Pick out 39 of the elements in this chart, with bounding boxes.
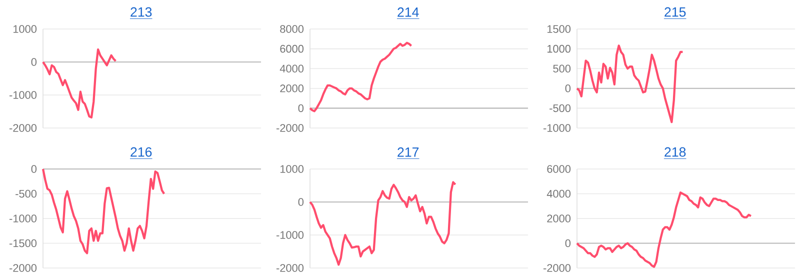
y-tick-label: -1500	[9, 239, 37, 248]
y-tick-label: -2000	[276, 264, 304, 272]
y-tick-label: 1000	[280, 165, 304, 173]
y-tick-label: -1000	[543, 124, 571, 132]
y-tick-label: 4000	[546, 190, 571, 198]
line-series	[308, 42, 412, 112]
chart-title: 216	[130, 147, 152, 157]
y-tick-label: 0	[565, 84, 571, 92]
y-tick-label: 6000	[547, 165, 571, 173]
chart-title: 213	[130, 7, 152, 17]
y-tick-label: -500	[16, 190, 37, 198]
y-tick-label: 1000	[547, 44, 571, 53]
y-tick-label: -1000	[9, 91, 37, 99]
y-tick-label: 500	[553, 64, 571, 72]
y-tick-label: -1000	[9, 214, 37, 222]
y-tick-label: 0	[298, 104, 304, 112]
chart-title: 215	[664, 7, 686, 17]
y-tick-label: -2000	[543, 264, 571, 272]
chart-title: 217	[398, 147, 419, 157]
y-tick-label: -2000	[9, 124, 37, 132]
line-series	[42, 168, 166, 254]
y-tick-label: 4000	[280, 64, 304, 72]
y-tick-label: 0	[31, 165, 37, 173]
y-tick-label: 2000	[547, 214, 571, 222]
y-tick-label: -500	[550, 104, 571, 112]
y-tick-label: -1000	[276, 231, 304, 239]
y-tick-label: -2000	[276, 124, 304, 132]
chart-title: 218	[664, 147, 686, 157]
y-tick-label: 6000	[280, 44, 304, 53]
y-tick-label: 8000	[280, 25, 304, 33]
y-tick-label: 1000	[13, 25, 37, 33]
y-tick-label: 1500	[547, 25, 571, 33]
chart-title: 214	[398, 7, 419, 17]
y-tick-label: 2000	[280, 84, 304, 92]
line-series	[308, 181, 456, 266]
y-tick-label: 0	[565, 239, 571, 248]
y-tick-label: -2000	[9, 264, 37, 272]
y-tick-label: 0	[31, 58, 37, 66]
y-tick-label: 0	[298, 198, 304, 206]
